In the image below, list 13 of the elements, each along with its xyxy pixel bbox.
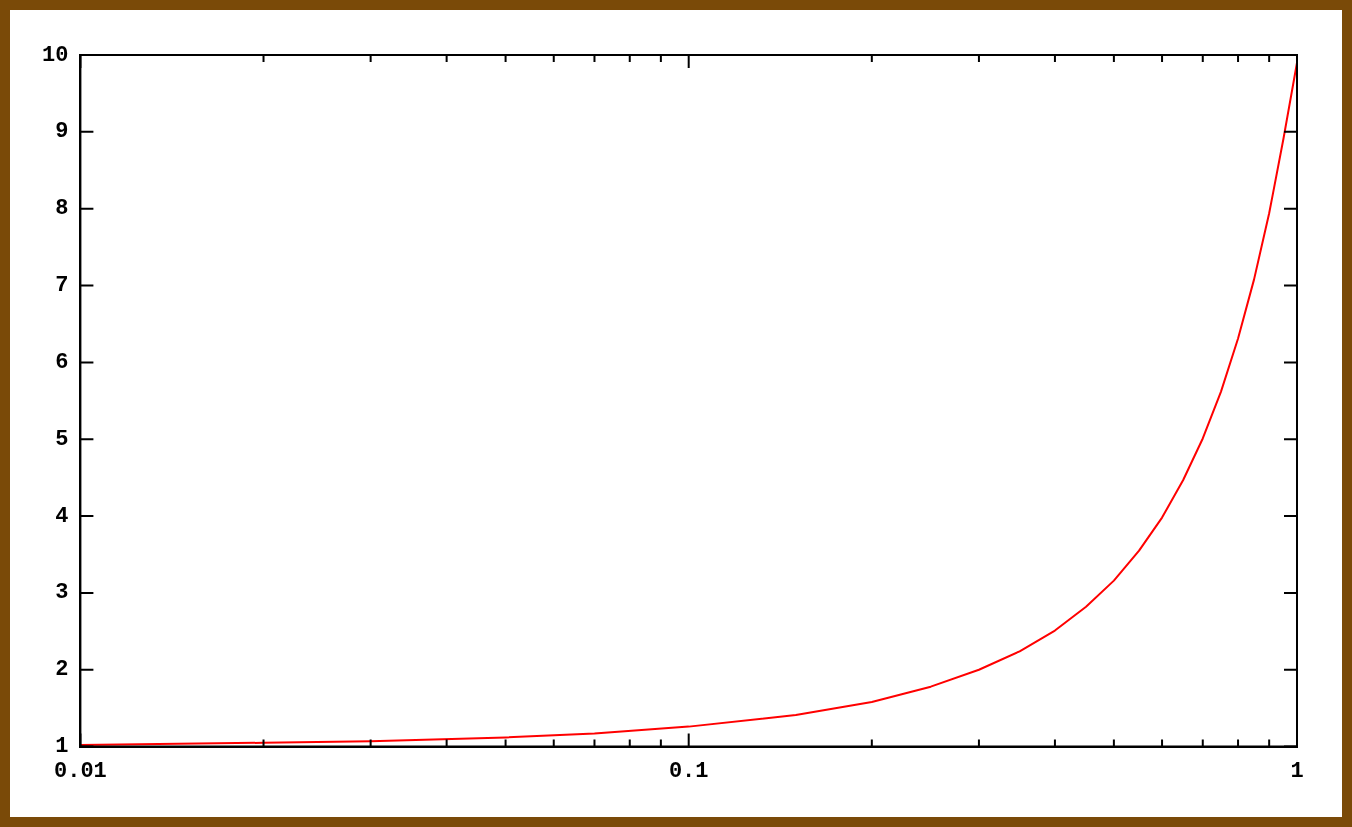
y-tick-label: 7 [55,273,69,299]
y-tick-label: 10 [42,42,69,68]
x-tick-label: 0.1 [668,759,709,785]
x-tick-label: 1 [1290,759,1304,785]
y-tick-label: 3 [55,580,69,606]
x-tick-label: 0.01 [54,759,107,785]
y-tick-label: 9 [55,119,69,145]
y-tick-label: 5 [55,426,69,452]
y-tick-label: 6 [55,349,69,375]
y-tick-label: 8 [55,196,69,222]
y-tick-label: 4 [55,503,69,529]
y-tick-label: 2 [55,657,69,683]
y-tick-label: 1 [55,734,69,760]
